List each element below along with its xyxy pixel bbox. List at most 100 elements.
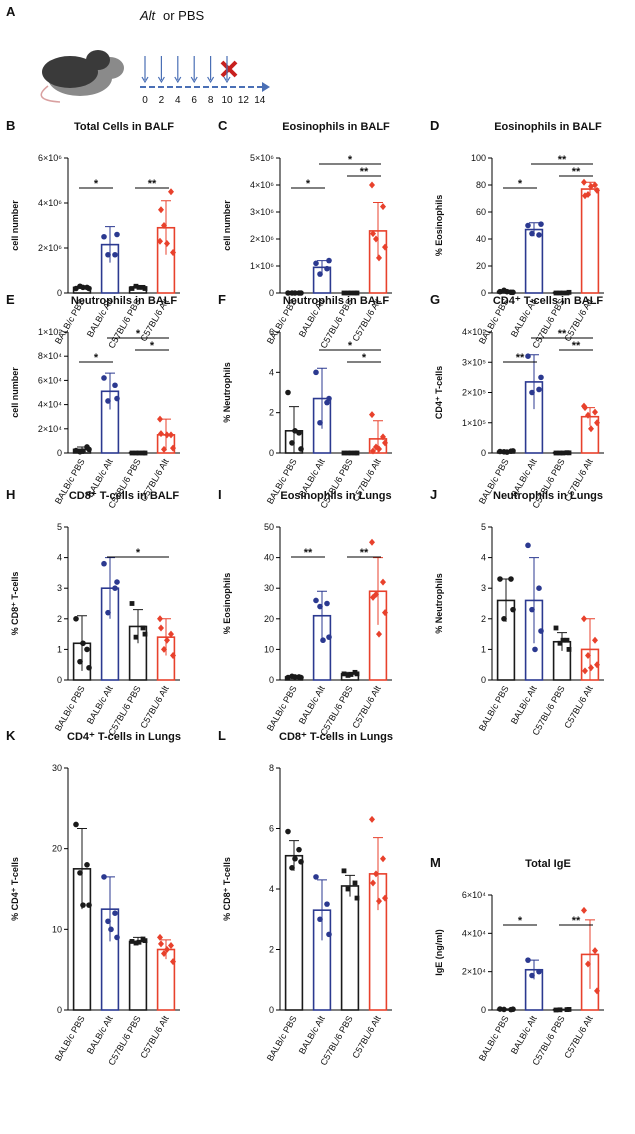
data-point xyxy=(588,182,594,190)
data-point xyxy=(292,290,298,296)
data-point xyxy=(566,289,572,295)
data-point xyxy=(164,240,170,247)
data-point xyxy=(114,231,120,238)
data-point xyxy=(142,631,148,637)
y-tick-label: 0 xyxy=(481,675,486,685)
panel-letter: G xyxy=(430,292,440,307)
y-tick-label: 2 xyxy=(57,614,62,624)
data-point xyxy=(133,450,139,456)
panel-letter: C xyxy=(218,118,228,133)
data-point xyxy=(101,874,107,880)
y-axis-label: cell number xyxy=(222,200,232,251)
data-point xyxy=(84,646,90,653)
significance-label: * xyxy=(306,178,311,190)
error-bar xyxy=(317,260,327,275)
data-point xyxy=(136,284,142,290)
chart-title: CD4⁺ T-cells in Lungs xyxy=(67,731,181,743)
panel-letter: E xyxy=(6,292,15,307)
data-point xyxy=(86,664,92,671)
data-point xyxy=(108,926,114,933)
panel: M Total IgE IgE (ng/ml) 0 2×10⁴ 4×10⁴ 6×10⁴ BAL… xyxy=(430,855,604,1067)
y-tick-label: 6×10⁶ xyxy=(38,153,62,163)
y-tick-label: 30 xyxy=(264,583,274,593)
day-label: 8 xyxy=(208,95,214,106)
data-point xyxy=(158,624,164,632)
bar xyxy=(284,854,304,1011)
chart-title: CD4⁺ T-cells in BALF xyxy=(493,295,604,307)
data-point xyxy=(341,671,347,677)
y-tick-label: 4 xyxy=(269,367,274,377)
significance-label: ** xyxy=(516,352,525,364)
chart-title: Neutrophils in BALF xyxy=(71,295,178,307)
significance-label: ** xyxy=(572,915,581,927)
data-point xyxy=(382,609,388,617)
data-point xyxy=(317,419,323,426)
data-point xyxy=(566,450,572,456)
data-point xyxy=(114,579,120,585)
data-point xyxy=(298,446,304,452)
y-tick-label: 4×10⁴ xyxy=(38,400,62,410)
data-point xyxy=(592,636,598,644)
chart-title: CD8⁺ T-cells in Lungs xyxy=(279,731,393,743)
day-label: 2 xyxy=(159,95,165,106)
data-point xyxy=(369,815,375,823)
data-point xyxy=(370,593,376,601)
data-point xyxy=(557,640,563,646)
y-tick-label: 2×10⁵ xyxy=(462,388,486,398)
panel: K CD4⁺ T-cells in Lungs % CD4⁺ T-cells 0 10 2… xyxy=(6,728,181,1067)
y-tick-label: 0 xyxy=(57,288,62,298)
y-tick-label: 2 xyxy=(269,408,274,418)
data-point xyxy=(341,450,347,456)
data-point xyxy=(510,606,516,613)
y-tick-label: 0 xyxy=(57,675,62,685)
data-point xyxy=(376,254,382,262)
y-tick-label: 2×10⁶ xyxy=(250,234,274,244)
y-tick-label: 4×10⁴ xyxy=(462,928,486,938)
data-point xyxy=(525,222,531,229)
x-tick-label: BALB/c Alt xyxy=(509,684,539,726)
data-point xyxy=(348,672,354,677)
y-tick-label: 20 xyxy=(476,261,486,271)
error-bar xyxy=(105,557,115,619)
significance-label: ** xyxy=(360,547,369,559)
data-point xyxy=(77,658,83,665)
data-point xyxy=(313,369,319,376)
data-point xyxy=(369,181,375,189)
y-tick-label: 3 xyxy=(57,583,62,593)
data-point xyxy=(370,879,376,887)
data-point xyxy=(501,616,507,622)
data-point xyxy=(348,290,354,296)
data-point xyxy=(345,673,351,678)
data-point xyxy=(504,288,510,295)
data-point xyxy=(557,1007,563,1013)
data-point xyxy=(538,221,544,227)
data-point xyxy=(376,630,382,638)
data-point xyxy=(298,674,304,681)
data-point xyxy=(86,285,92,292)
y-tick-label: 2×10⁴ xyxy=(462,967,486,977)
y-tick-label: 4×10⁶ xyxy=(38,198,62,208)
y-tick-label: 1×10⁵ xyxy=(462,418,486,428)
y-tick-label: 5 xyxy=(57,522,62,532)
data-point xyxy=(161,445,167,453)
dose-arrowhead xyxy=(190,76,198,84)
treatment: Alt xyxy=(139,8,157,23)
treatment-label: or PBS xyxy=(163,8,205,23)
y-tick-label: 10 xyxy=(264,644,274,654)
error-bar xyxy=(345,874,355,897)
data-point xyxy=(532,646,538,653)
data-point xyxy=(536,386,542,393)
y-tick-label: 0 xyxy=(57,448,62,458)
data-point xyxy=(73,821,79,828)
data-point xyxy=(501,1006,507,1013)
y-tick-label: 40 xyxy=(476,234,486,244)
data-point xyxy=(529,606,535,613)
data-point xyxy=(101,233,107,240)
x-tick-label: BALB/c PBS xyxy=(477,684,511,733)
data-point xyxy=(557,290,563,296)
error-bar xyxy=(529,557,539,644)
error-bar xyxy=(289,840,299,871)
data-point xyxy=(114,395,120,402)
error-bar xyxy=(373,202,383,260)
